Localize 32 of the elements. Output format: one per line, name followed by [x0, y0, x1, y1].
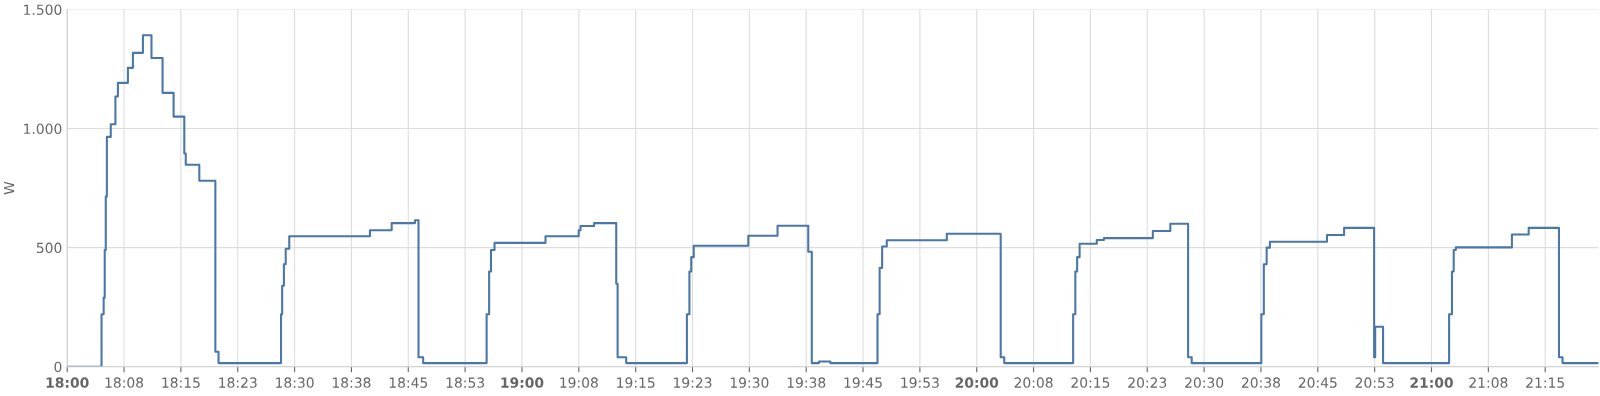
x-tick-label: 18:08 [105, 377, 144, 388]
x-tick-label: 18:00 [46, 377, 89, 388]
x-tick-label: 20:53 [1355, 377, 1394, 388]
x-tick-label: 18:45 [389, 377, 428, 388]
x-tick-label: 19:53 [901, 377, 939, 388]
x-tick-label: 18:53 [446, 377, 485, 388]
y-tick-label: 1.500 [24, 4, 62, 15]
x-tick-label: 20:15 [1071, 377, 1110, 388]
x-tick-label: 19:08 [560, 377, 598, 388]
x-tick-label: 20:23 [1128, 377, 1167, 388]
x-tick-label: 19:30 [730, 377, 769, 388]
x-tick-label: 20:45 [1298, 377, 1337, 388]
y-axis-title: W [4, 181, 15, 195]
x-tick-label: 21:00 [1410, 377, 1453, 388]
x-tick-label: 19:15 [617, 377, 655, 388]
x-tick-label: 19:45 [844, 377, 882, 388]
x-tick-label: 20:08 [1014, 377, 1053, 388]
y-tick-label: 500 [36, 242, 62, 254]
y-tick-label: 0 [54, 361, 62, 373]
x-tick-label: 18:23 [219, 377, 257, 388]
x-tick-label: 18:38 [332, 377, 371, 388]
x-tick-label: 18:30 [276, 377, 314, 388]
x-tick-label: 20:30 [1185, 377, 1224, 388]
x-tick-label: 21:15 [1526, 377, 1564, 388]
y-tick-label: 1.000 [24, 123, 62, 135]
x-tick-label: 19:23 [674, 377, 712, 388]
x-tick-label: 21:08 [1469, 377, 1508, 388]
x-tick-label: 20:38 [1241, 377, 1281, 388]
x-tick-label: 18:15 [162, 377, 200, 388]
x-tick-label: 20:00 [955, 377, 999, 388]
x-tick-label: 19:00 [501, 377, 544, 388]
x-tick-label: 19:38 [787, 377, 826, 388]
